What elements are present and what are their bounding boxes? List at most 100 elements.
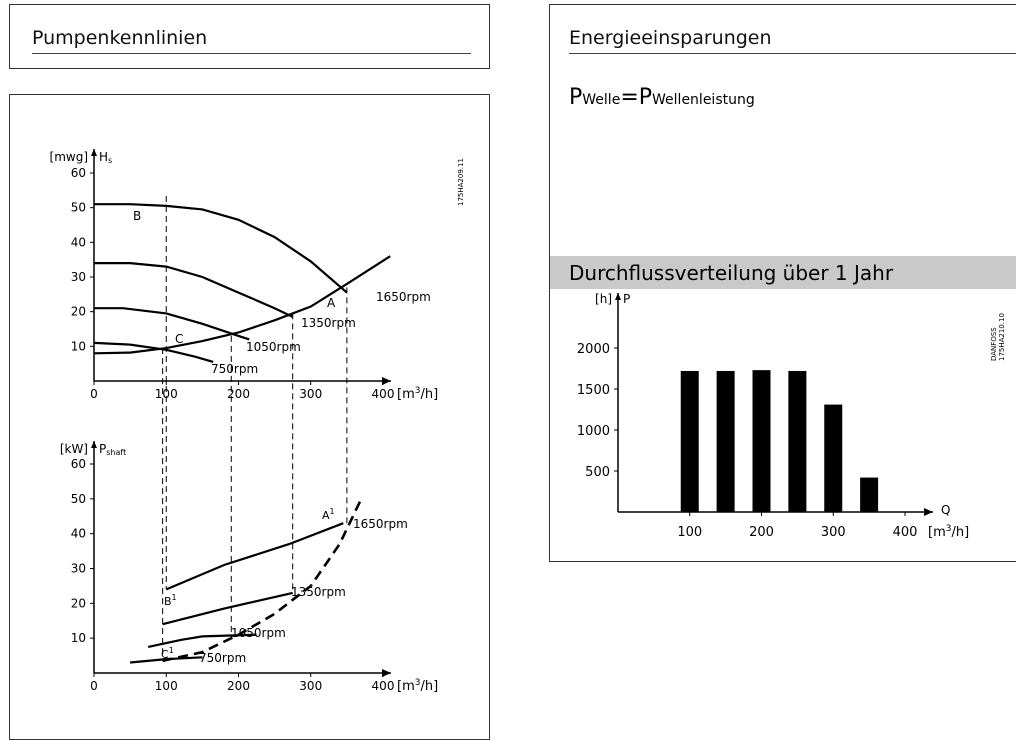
- formula-equals: =: [620, 85, 639, 110]
- dist-x-tick-label: 300: [821, 525, 846, 540]
- head-chart-x-unit-sup: 3: [415, 386, 421, 396]
- dist-y-tick-label: 1000: [577, 424, 610, 439]
- power-point-sup: 1: [169, 646, 174, 655]
- power-chart-x-unit-prefix: [m: [397, 679, 415, 694]
- head-curve-1350rpm: [94, 262, 294, 318]
- dist-x-unit-part: [m: [928, 525, 946, 540]
- dist-ref-code: 175HA210.10: [998, 313, 1006, 361]
- power-chart-y-tick-label: 40: [71, 527, 86, 541]
- head-chart-y-symbol-main: H: [99, 150, 108, 164]
- power-chart-x-tick-label: 100: [155, 679, 178, 693]
- power-chart-y-unit: [kW]: [60, 442, 88, 456]
- power-curve-1350rpm: [162, 591, 293, 626]
- power-point-letter: A: [322, 509, 330, 522]
- title-underline: [569, 53, 1016, 54]
- power-curve-label-1650rpm: 1650rpm: [353, 517, 408, 531]
- dist-x-tick-label: 400: [893, 525, 918, 540]
- dist-x-tick-label: 200: [749, 525, 774, 540]
- dist-x-unit-part: /h]: [951, 525, 969, 540]
- head-curve-label-1650rpm: 1650rpm: [376, 290, 431, 304]
- head-chart-y-unit: [mwg]: [50, 150, 88, 164]
- power-point-C: C1: [161, 646, 174, 661]
- head-chart-x-unit-prefix: [m: [397, 387, 415, 402]
- head-chart-x-tick-label: 100: [155, 387, 178, 401]
- energy-savings-title: Energieeinsparungen: [569, 27, 772, 49]
- head-chart-y-tick-label: 10: [71, 339, 86, 353]
- dist-x-symbol: Q: [941, 503, 950, 517]
- pump-curves-chart-box: 10 20 30 40 50 60 0 100 200 300 400 [m3/h] [mwg] Hs 17…: [9, 94, 490, 740]
- dist-y-tick-label: 2000: [577, 342, 610, 357]
- power-point-B: B1: [164, 593, 177, 608]
- head-chart-x-tick-label: 300: [299, 387, 322, 401]
- head-chart-x-tick-label: 200: [227, 387, 250, 401]
- dist-bar: [860, 477, 879, 512]
- formula-sub1: Welle: [582, 92, 621, 108]
- power-chart-y-axis-arrow: [91, 441, 97, 448]
- power-curve-1650rpm: [165, 522, 344, 591]
- head-curve-label-750rpm: 750rpm: [211, 362, 258, 376]
- head-curve-label-1050rpm: 1050rpm: [246, 340, 301, 354]
- power-chart-x-axis-arrow: [382, 669, 391, 677]
- formula-p1: P: [569, 85, 583, 110]
- head-chart-ref-code: 175HA209.11: [457, 158, 465, 206]
- power-chart-y-symbol-sub: shaft: [106, 448, 126, 457]
- dist-ref-code: DANFOSS: [990, 327, 998, 361]
- dist-y-tick-label: 1500: [577, 383, 610, 398]
- dist-x-axis-arrow: [924, 508, 933, 516]
- head-chart-y-tick-label: 20: [71, 305, 86, 319]
- power-point-sup: 1: [172, 593, 177, 602]
- dist-bar: [716, 370, 735, 512]
- head-chart-x-tick-label: 400: [372, 387, 395, 401]
- dist-bar: [824, 404, 843, 512]
- dist-y-symbol: P: [623, 292, 630, 306]
- dist-y-tick-label: 500: [585, 465, 610, 480]
- head-point-C: C: [175, 332, 183, 346]
- power-chart-x-unit: [m3/h]: [397, 678, 438, 694]
- dist-x-unit-part: 3: [946, 524, 952, 534]
- power-point-A: A1: [322, 507, 335, 522]
- power-chart-y-symbol-main: P: [99, 442, 106, 456]
- dist-x-tick-label: 100: [677, 525, 702, 540]
- power-curve-label-750rpm: 750rpm: [199, 651, 246, 665]
- power-chart-x-unit-sup: 3: [415, 678, 421, 688]
- distribution-title-band: [550, 256, 1016, 289]
- power-curve-label-1350rpm: 1350rpm: [291, 585, 346, 599]
- dist-bar: [752, 370, 771, 512]
- head-point-A: A: [327, 296, 336, 310]
- energy-savings-box: Energieeinsparungen PWelle=PWellenleistu…: [549, 4, 1016, 562]
- power-chart-x-tick-label: 300: [299, 679, 322, 693]
- head-chart-x-unit-suffix: /h]: [420, 387, 438, 402]
- power-chart-y-tick-label: 60: [71, 457, 86, 471]
- formula-sub2: Wellenleistung: [652, 92, 755, 108]
- head-chart-x-unit: [m3/h]: [397, 386, 438, 402]
- head-chart-y-tick-label: 60: [71, 166, 86, 180]
- distribution-title: Durchflussverteilung über 1 Jahr: [569, 261, 894, 285]
- power-point-letter: C: [161, 648, 169, 661]
- head-curve-1050rpm: [94, 307, 250, 341]
- power-curve-label-1050rpm: 1050rpm: [231, 626, 286, 640]
- power-chart-x-tick-label: 0: [90, 679, 98, 693]
- power-chart-y-tick-label: 50: [71, 492, 86, 506]
- head-point-B: B: [133, 209, 141, 223]
- head-curve-1650rpm: [94, 203, 348, 294]
- head-chart-y-symbol-sub: s: [108, 156, 112, 165]
- dist-x-unit: [m3/h]: [928, 524, 969, 540]
- power-chart-x-unit-suffix: /h]: [420, 679, 438, 694]
- dist-y-unit: [h]: [595, 292, 612, 306]
- power-chart-x-tick-label: 200: [227, 679, 250, 693]
- head-chart-y-tick-label: 50: [71, 201, 86, 215]
- shaft-power-formula: PWelle=PWellenleistung: [569, 85, 755, 110]
- power-chart-y-tick-label: 30: [71, 562, 86, 576]
- head-curve-label-1350rpm: 1350rpm: [301, 316, 356, 330]
- head-chart-y-tick-label: 40: [71, 235, 86, 249]
- pump-curves-title: Pumpenkennlinien: [32, 27, 208, 49]
- power-chart-y-symbol: Pshaft: [99, 442, 126, 457]
- system-curve: [93, 255, 391, 355]
- title-underline: [32, 53, 471, 54]
- power-curve-1050rpm: [147, 633, 257, 648]
- head-chart-y-symbol: Hs: [99, 150, 112, 165]
- power-point-letter: B: [164, 595, 172, 608]
- head-chart-y-tick-label: 30: [71, 270, 86, 284]
- power-chart-y-tick-label: 10: [71, 631, 86, 645]
